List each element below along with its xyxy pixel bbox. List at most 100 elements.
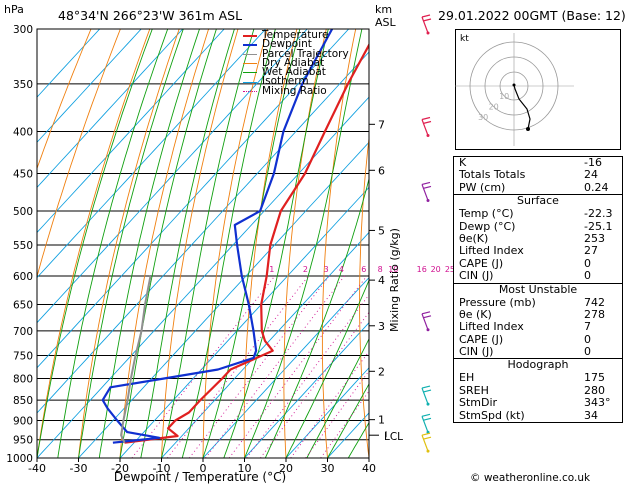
row-value: 253 (584, 231, 605, 245)
mixing-ratio-label: 6 (361, 265, 366, 274)
wind-barb-flag (422, 18, 432, 22)
location-label: 48°34'N 266°23'W 361m ASL (58, 8, 243, 23)
row-value: 0 (584, 345, 591, 359)
asl-label: ASL (375, 16, 396, 29)
row-value: 0 (584, 269, 591, 283)
isotherm-line (37, 29, 184, 189)
legend-label: Parcel Trajectory (262, 47, 349, 60)
datetime-label: 29.01.2022 00GMT (Base: 12) (438, 8, 626, 23)
row-label: EH (459, 371, 475, 385)
indices-row: PW (cm) 0.24 (454, 180, 622, 194)
legend-item: Dry Adiabat (243, 56, 349, 69)
wet-adiabat (140, 29, 235, 458)
x-tick-label: -30 (70, 462, 88, 475)
row-value: 24 (584, 168, 598, 182)
row-label: Lifted Index (459, 320, 524, 334)
surface-row: Dewp (°C) -25.1 (454, 220, 622, 233)
hodograph-kt-label: kt (460, 34, 469, 44)
legend-item: Temperature (243, 29, 349, 41)
wet-adiabat (78, 29, 184, 458)
legend-swatch (243, 53, 257, 55)
mixing-ratio-label: 10 (388, 265, 398, 274)
legend-item: Mixing Ratio (243, 85, 349, 96)
most-unstable-title: Most Unstable (498, 282, 578, 296)
km-tick-label: 4 (378, 274, 385, 287)
x-tick-label: 30 (321, 462, 335, 475)
wind-barb-staff (421, 119, 429, 136)
isotherm-line (78, 141, 369, 458)
pressure-tick-label: 350 (13, 79, 33, 91)
hodograph-ring-label: 20 (489, 102, 499, 111)
row-label: θe (K) (459, 307, 492, 321)
row-value: 280 (584, 383, 605, 397)
row-label: CAPE (J) (459, 256, 504, 270)
wind-barb-flag (421, 385, 431, 389)
km-tick-label: 7 (378, 118, 385, 131)
dry-adiabat (321, 29, 357, 458)
legend-label: Isotherm (262, 75, 309, 88)
surface-title: Surface (517, 194, 559, 208)
legend-label: Temperature (262, 29, 329, 41)
isotherm-line (202, 276, 369, 458)
wind-barb-flag (422, 436, 432, 440)
pressure-tick-label: 550 (13, 240, 33, 252)
row-label: CIN (J) (459, 345, 494, 359)
legend-label: Dry Adiabat (262, 56, 325, 69)
km-label: km (375, 3, 393, 16)
parcel-trajectory-line (120, 275, 152, 444)
wind-barb-flag (422, 389, 432, 393)
wet-adiabat (181, 29, 276, 458)
wind-barb-flag (421, 116, 431, 121)
x-axis-title: Dewpoint / Temperature (°C) (114, 470, 286, 484)
hodograph-ring-label: 30 (478, 113, 488, 122)
dry-adiabat (37, 29, 121, 279)
hodograph-ring-label: 10 (499, 92, 509, 101)
wind-barb-flag (422, 185, 432, 190)
row-label: Lifted Index (459, 244, 524, 258)
row-value: -22.3 (584, 207, 613, 221)
row-value: 343° (584, 396, 611, 410)
km-tick-label: 6 (378, 164, 385, 177)
x-tick-label: 10 (238, 462, 252, 475)
isotherm-line (37, 29, 308, 324)
legend-item: Parcel Trajectory (243, 47, 349, 60)
legend-swatch (243, 81, 257, 83)
row-value: 175 (584, 371, 605, 385)
row-value: 0.24 (584, 180, 609, 194)
pressure-tick-label: 750 (13, 350, 33, 362)
wind-barb-flag (421, 413, 431, 417)
wind-barb-flag (421, 14, 431, 18)
skewt-series (101, 29, 369, 444)
mixing-ratio-line (260, 311, 369, 458)
surface-row: Lifted Index 27 (454, 244, 622, 258)
pressure-tick-label: 950 (13, 435, 33, 447)
row-label: Pressure (mb) (459, 295, 536, 309)
isotherm-line (37, 29, 225, 234)
dry-adiabat (37, 29, 92, 170)
wind-barb-dot (426, 328, 430, 332)
row-label: PW (cm) (459, 180, 506, 194)
wet-adiabat (202, 29, 301, 458)
most-unstable-row: θe (K) 278 (454, 307, 622, 321)
most-unstable-row: Pressure (mb) 742 (454, 295, 622, 309)
km-tick-label: 2 (378, 365, 385, 378)
legend-item: Isotherm (243, 75, 349, 88)
legend: Temperature Dewpoint Parcel Trajectory Dry … (243, 29, 349, 96)
row-label: K (459, 156, 467, 169)
mixing-ratio-label: 16 (417, 265, 427, 274)
dry-adiabat (161, 29, 239, 458)
wind-barb-dot (426, 449, 430, 453)
hpa-label: hPa (4, 3, 24, 16)
surface-row: Temp (°C) -22.3 (454, 207, 622, 221)
mixing-ratio-label: 2 (303, 265, 308, 274)
indices-table: K -16 Totals Totals 24 PW (cm) 0.24 Surface T… (453, 156, 623, 424)
pressure-tick-label: 650 (13, 300, 33, 312)
row-value: 278 (584, 307, 605, 321)
mixing-ratio-line (167, 275, 309, 458)
wind-barb-dot (426, 198, 430, 202)
wet-adiabat (244, 29, 363, 458)
wet-adiabat (327, 383, 369, 458)
wet-adiabat (119, 29, 217, 458)
legend-swatch (243, 72, 257, 74)
